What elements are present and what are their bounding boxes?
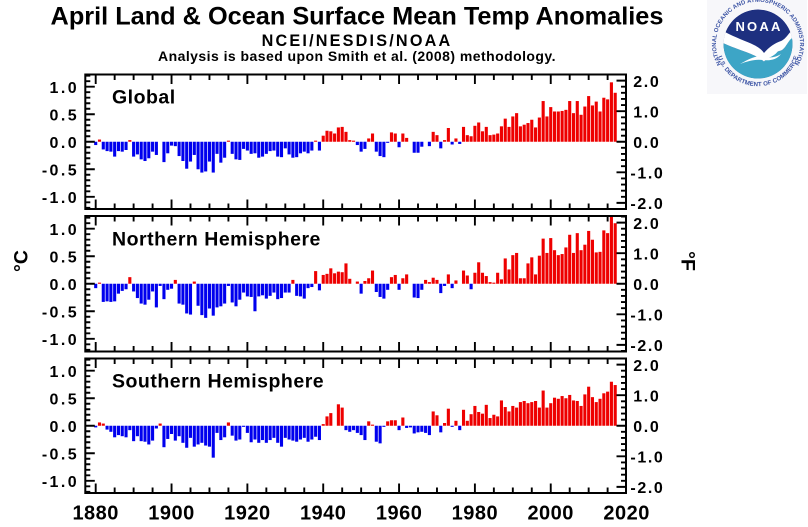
svg-text:-0.5: -0.5 (42, 305, 79, 322)
svg-text:-2.0: -2.0 (630, 196, 664, 213)
svg-text:-0.5: -0.5 (42, 447, 79, 464)
svg-text:-1.0: -1.0 (42, 332, 79, 349)
svg-text:NOAA: NOAA (735, 19, 782, 34)
svg-text:Analysis is based upon Smith e: Analysis is based upon Smith et al. (200… (158, 48, 556, 64)
svg-text:2.0: 2.0 (633, 358, 660, 375)
svg-text:-1.0: -1.0 (630, 450, 664, 467)
svg-text:0.5: 0.5 (50, 250, 79, 267)
svg-text:1.0: 1.0 (50, 222, 79, 239)
svg-text:1.0: 1.0 (633, 105, 660, 122)
svg-text:-1.0: -1.0 (630, 166, 664, 183)
svg-text:°C: °C (11, 250, 33, 272)
svg-text:0.0: 0.0 (50, 135, 79, 152)
svg-text:2000: 2000 (527, 503, 574, 523)
svg-text:NCEI/NESDIS/NOAA: NCEI/NESDIS/NOAA (262, 32, 453, 50)
svg-text:2020: 2020 (603, 503, 650, 523)
svg-text:-1.0: -1.0 (42, 190, 79, 207)
svg-text:-0.5: -0.5 (42, 163, 79, 180)
svg-text:1980: 1980 (452, 503, 499, 523)
svg-text:0.5: 0.5 (50, 108, 79, 125)
svg-text:1.0: 1.0 (50, 364, 79, 381)
svg-text:Global: Global (112, 87, 176, 109)
svg-text:2.0: 2.0 (633, 74, 660, 91)
svg-text:-1.0: -1.0 (630, 308, 664, 325)
svg-text:0.0: 0.0 (50, 277, 79, 294)
svg-text:Northern Hemisphere: Northern Hemisphere (112, 229, 321, 251)
svg-text:0.0: 0.0 (50, 419, 79, 436)
svg-text:1880: 1880 (72, 503, 119, 523)
svg-text:1.0: 1.0 (50, 80, 79, 97)
svg-text:0.0: 0.0 (633, 135, 660, 152)
svg-text:-2.0: -2.0 (630, 480, 664, 497)
svg-text:-2.0: -2.0 (630, 338, 664, 355)
svg-text:°F: °F (677, 251, 699, 271)
svg-text:1900: 1900 (148, 503, 195, 523)
svg-text:1920: 1920 (224, 503, 271, 523)
svg-text:0.0: 0.0 (633, 277, 660, 294)
svg-text:0.0: 0.0 (633, 419, 660, 436)
svg-text:0.5: 0.5 (50, 392, 79, 409)
svg-text:1940: 1940 (300, 503, 347, 523)
svg-text:1960: 1960 (376, 503, 423, 523)
svg-text:2.0: 2.0 (633, 216, 660, 233)
svg-text:April Land & Ocean Surface Mea: April Land & Ocean Surface Mean Temp Ano… (51, 3, 664, 31)
svg-text:-1.0: -1.0 (42, 474, 79, 491)
svg-text:1.0: 1.0 (633, 247, 660, 264)
svg-text:1.0: 1.0 (633, 389, 660, 406)
svg-text:Southern Hemisphere: Southern Hemisphere (112, 371, 324, 393)
